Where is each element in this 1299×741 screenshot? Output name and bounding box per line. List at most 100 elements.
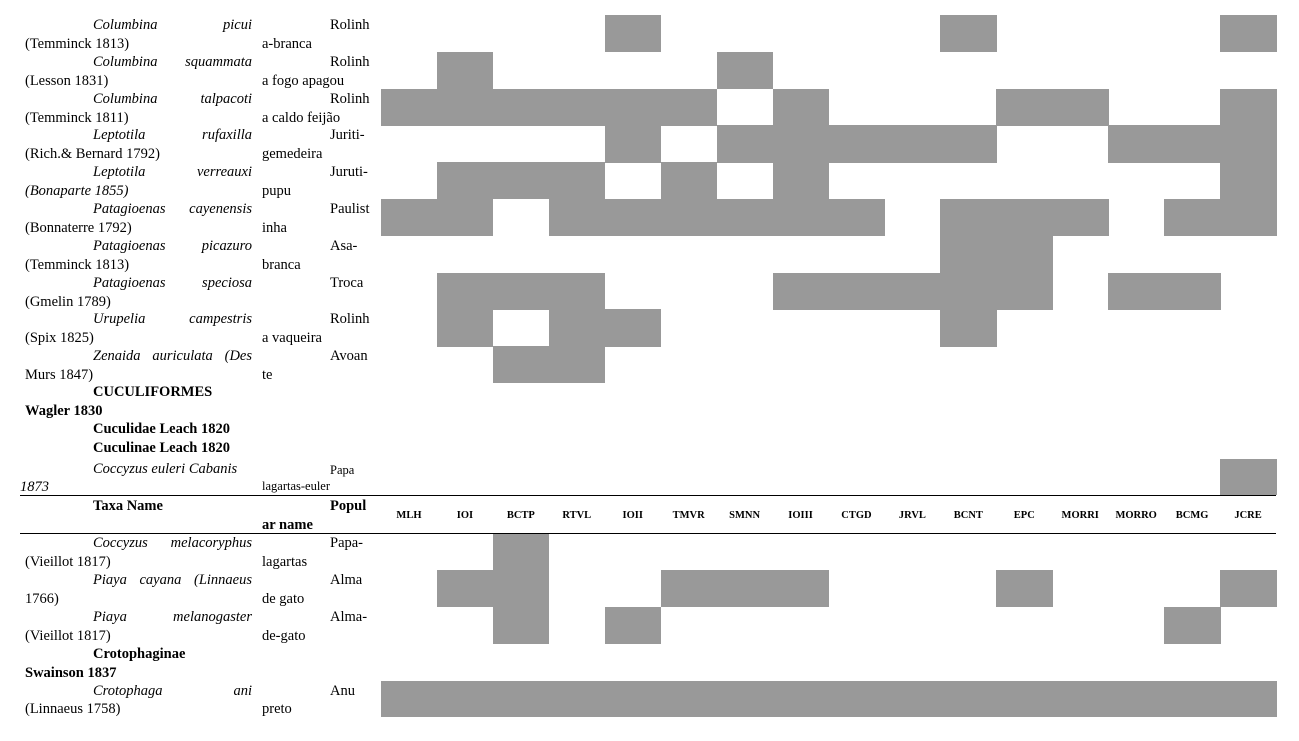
species-author: (Bonaparte 1855)	[25, 183, 129, 200]
site-header-epc: EPC	[1013, 510, 1035, 521]
presence-cell-top8-IOI	[436, 309, 494, 347]
species-author: (Spix 1825)	[25, 330, 94, 347]
site-header-jcre: JCRE	[1234, 510, 1262, 521]
species-author: (Lesson 1831)	[25, 72, 109, 89]
presence-cell-bot2-BCMG	[1164, 607, 1221, 644]
species-name: Columbina picui	[93, 17, 252, 33]
popular-name-line2: a-branca	[262, 36, 312, 52]
site-header-ioii: IOII	[622, 510, 643, 521]
presence-cell-ani-BCNT	[940, 681, 997, 717]
site-header-ctgd: CTGD	[841, 510, 872, 521]
presence-cell-top7-MORRO	[1108, 272, 1165, 310]
presence-cell-top7-JRVL	[884, 272, 941, 310]
presence-cell-euleri-JCRE	[1220, 459, 1277, 495]
presence-cell-bot1-TMVR	[660, 570, 718, 607]
presence-cell-top9-BCTP	[492, 346, 550, 384]
popular-name-line2: a vaqueira	[262, 330, 322, 347]
euleri-popular-1: Papa	[330, 463, 355, 477]
presence-cell-top7-IOIII	[772, 272, 830, 310]
presence-cell-ani-MORRI	[1052, 681, 1109, 717]
presence-cell-bot1-JCRE	[1220, 570, 1277, 607]
euleri-year: 1873	[20, 479, 49, 495]
species-name: Patagioenas picazuro	[93, 237, 252, 254]
species-name: Patagioenas cayenensis	[93, 201, 252, 217]
site-header-tmvr: TMVR	[672, 510, 705, 521]
presence-cell-ani-JRVL	[884, 681, 941, 717]
site-header-bcnt: BCNT	[953, 510, 983, 521]
presence-cell-top1-IOI	[436, 51, 494, 90]
presence-cell-top4-JCRE	[1220, 162, 1277, 200]
ani-species: Crotophaga ani	[93, 683, 252, 699]
site-header-ioi: IOI	[456, 510, 474, 521]
presence-cell-top5-IOIII	[772, 199, 830, 237]
popular-name-line2: inha	[262, 220, 287, 236]
presence-cell-ani-CTGD	[828, 681, 886, 717]
subfamily2-author: Swainson 1837	[25, 665, 117, 681]
presence-cell-top2-IOIII	[772, 88, 830, 126]
presence-cell-top3-SMNN	[716, 125, 774, 163]
presence-cell-bot1-SMNN	[716, 570, 774, 607]
subfamily-heading: Cuculinae Leach 1820	[93, 440, 230, 456]
presence-cell-top3-JCRE	[1220, 125, 1277, 163]
presence-cell-ani-JCRE	[1220, 681, 1277, 717]
site-header-mlh: MLH	[396, 510, 422, 521]
presence-cell-bot0-BCTP	[492, 533, 550, 570]
presence-cell-top4-BCTP	[492, 162, 550, 200]
order-author: Wagler 1830	[25, 403, 103, 419]
presence-cell-bot1-IOI	[436, 570, 494, 607]
species-author: (Vieillot 1817)	[25, 628, 111, 644]
popular-name-line1: Juruti-	[330, 164, 368, 181]
presence-cell-top5-CTGD	[828, 199, 886, 237]
species-name: Piaya melanogaster	[93, 609, 252, 625]
presence-cell-top6-BCNT	[940, 235, 997, 274]
ani-popular-1: Anu	[330, 683, 355, 699]
presence-cell-top5-BCMG	[1164, 199, 1221, 237]
presence-cell-top8-RTVL	[548, 309, 606, 347]
popular-name-line2: te	[262, 367, 273, 384]
presence-cell-top5-RTVL	[548, 199, 606, 237]
presence-cell-top7-IOI	[436, 272, 494, 310]
euleri-popular-2: lagartas-euler	[262, 479, 331, 493]
popular-name-line2: de-gato	[262, 628, 306, 644]
species-name: Columbina squammata	[93, 53, 252, 70]
popular-name-line1: Juriti-	[330, 127, 365, 144]
presence-cell-ani-RTVL	[548, 681, 606, 717]
popular-name-line2: a fogo apagou	[262, 72, 345, 89]
presence-cell-top5-IOI	[436, 199, 494, 237]
popular-name-line1: Papa-	[330, 535, 364, 551]
species-author: (Temminck 1813)	[25, 36, 130, 52]
species-name: Leptotila verreauxi	[93, 164, 252, 181]
presence-cell-top5-IOII	[604, 199, 662, 237]
species-author: (Bonnaterre 1792)	[25, 220, 132, 236]
presence-cell-top5-SMNN	[716, 199, 774, 237]
family-heading: Cuculidae Leach 1820	[93, 421, 230, 437]
presence-cell-top4-TMVR	[660, 162, 718, 200]
popular-name-header-1: Popul	[330, 498, 367, 514]
presence-cell-top8-IOII	[604, 309, 662, 347]
presence-cell-top4-IOIII	[772, 162, 830, 200]
presence-cell-top5-MORRI	[1052, 199, 1109, 237]
ani-author: (Linnaeus 1758)	[25, 701, 121, 717]
presence-cell-top2-MLH	[381, 88, 438, 126]
popular-name-line2: branca	[262, 256, 301, 273]
presence-cell-top2-TMVR	[660, 88, 718, 126]
presence-cell-top9-RTVL	[548, 346, 606, 384]
popular-name-line1: Rolinh	[330, 311, 370, 328]
popular-name-line1: Avoan	[330, 348, 368, 365]
species-author: (Temminck 1813)	[25, 256, 130, 273]
popular-name-line1: Paulist	[330, 201, 370, 217]
presence-cell-top5-EPC	[996, 199, 1053, 237]
presence-cell-bot1-IOIII	[772, 570, 830, 607]
presence-cell-ani-IOII	[604, 681, 662, 717]
presence-cell-ani-MLH	[381, 681, 438, 717]
presence-cell-top0-BCNT	[940, 15, 997, 53]
species-name: Piaya cayana (Linnaeus	[93, 572, 252, 588]
presence-cell-top6-EPC	[996, 235, 1053, 274]
presence-cell-top2-MORRI	[1052, 88, 1109, 126]
popular-name-line1: Asa-	[330, 237, 358, 254]
presence-cell-top0-JCRE	[1220, 15, 1277, 53]
species-author: (Vieillot 1817)	[25, 554, 111, 570]
presence-cell-top3-BCNT	[940, 125, 997, 163]
popular-name-line1: Alma	[330, 572, 363, 588]
presence-cell-ani-BCMG	[1164, 681, 1221, 717]
